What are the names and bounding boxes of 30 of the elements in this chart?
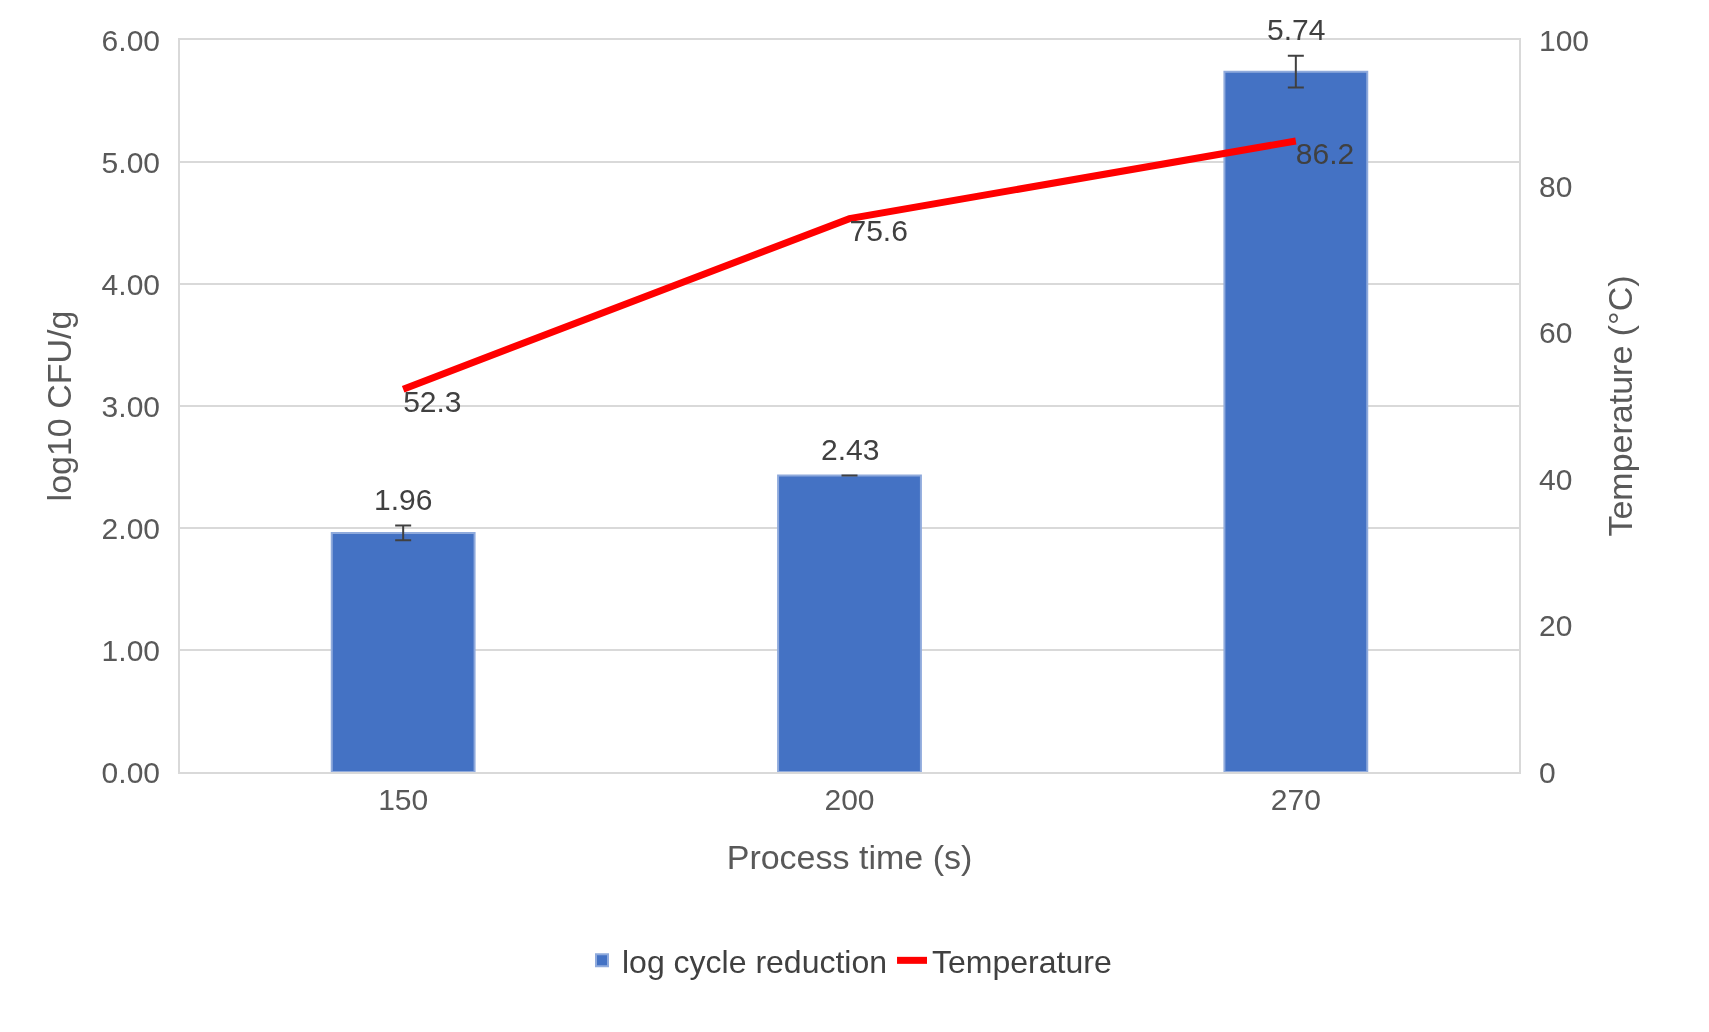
- bar: [330, 531, 476, 772]
- y2-tick-label: 60: [1539, 316, 1573, 350]
- y-tick-label: 5.00: [101, 145, 160, 179]
- x-tick-label: 270: [1270, 783, 1321, 816]
- legend-label: log cycle reduction: [622, 943, 888, 980]
- x-tick-label: 200: [824, 783, 875, 816]
- y-axis-title: log10 CFU/g: [39, 310, 78, 502]
- data-label: 2.43: [821, 433, 880, 466]
- y-tick-label: 3.00: [101, 389, 160, 423]
- data-label: 75.6: [849, 214, 908, 248]
- y2-tick-label: 0: [1539, 755, 1556, 789]
- y2-tick-label: 40: [1539, 462, 1573, 496]
- y-tick-label: 0.00: [101, 755, 160, 789]
- bar: [1223, 70, 1369, 772]
- y2-tick-label: 20: [1539, 609, 1573, 643]
- y-tick-label: 4.00: [101, 267, 160, 301]
- x-tick-label: 150: [378, 783, 429, 816]
- data-label: 1.96: [374, 483, 433, 516]
- x-axis-title: Process time (s): [726, 837, 973, 876]
- data-label: 52.3: [403, 384, 462, 418]
- y-tick-label: 1.00: [101, 633, 160, 667]
- y2-axis-title: Temperature (°C): [1600, 275, 1639, 537]
- y-tick-label: 2.00: [101, 511, 160, 545]
- y2-tick-label: 100: [1539, 23, 1590, 57]
- y2-tick-label: 80: [1539, 169, 1573, 203]
- data-label: 5.74: [1267, 13, 1326, 46]
- data-label: 86.2: [1295, 136, 1355, 170]
- y-tick-label: 6.00: [101, 23, 160, 57]
- legend-label: Temperature: [932, 943, 1112, 980]
- bar: [777, 474, 922, 772]
